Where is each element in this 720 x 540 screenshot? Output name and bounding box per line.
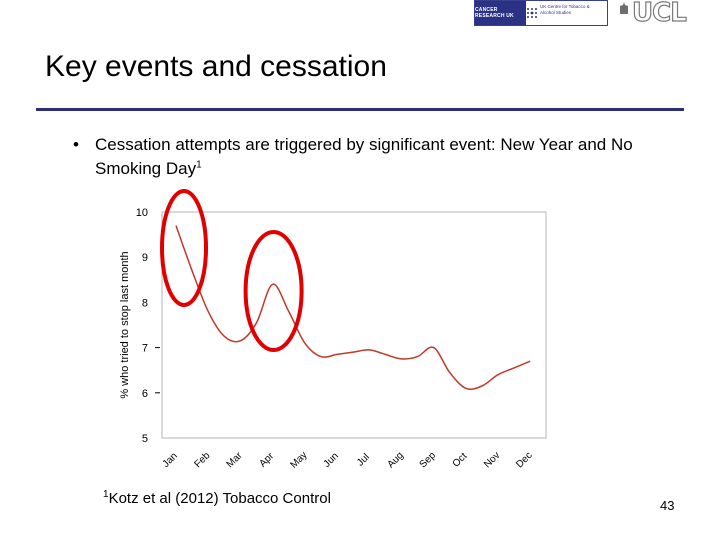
chart-annotations [160, 189, 304, 352]
x-tick-label: Sep [418, 450, 439, 471]
partner-logo: CANCER RESEARCH UK UK Centre for Tobacco… [474, 0, 608, 26]
footnote-superscript: 1 [103, 489, 109, 500]
y-tick-label: 8 [142, 297, 148, 309]
x-tick-label: May [288, 450, 309, 471]
page-number: 43 [660, 498, 675, 513]
x-tick-label: Dec [514, 450, 534, 470]
y-tick-label: 6 [142, 388, 148, 400]
x-tick-label: Jan [161, 451, 180, 470]
dots-logo-icon [526, 1, 538, 25]
chart-axes: 5 6 7 8 9 10 Jan Feb Mar Apr May Jun Jul Aug Sep Oct Nov… [136, 207, 547, 471]
chart-series [175, 225, 531, 390]
title-divider [36, 108, 684, 111]
ucl-dome-icon [620, 2, 628, 14]
x-tick-label: Jul [355, 452, 372, 469]
x-tick-label: Oct [451, 451, 470, 470]
plot-area-frame [161, 211, 547, 439]
bullet-text-content: Cessation attempts are triggered by sign… [95, 135, 633, 178]
ucl-logo: UCL [631, 0, 687, 29]
y-tick-label: 7 [142, 343, 148, 355]
x-tick-label: Jun [322, 451, 341, 470]
x-tick-label: Aug [385, 450, 405, 470]
cruk-logo: CANCER RESEARCH UK [475, 1, 526, 25]
x-tick-label: Apr [257, 450, 276, 469]
header-logos: CANCER RESEARCH UK UK Centre for Tobacco… [474, 0, 720, 29]
y-axis-label: % who tried to stop last month [119, 251, 131, 398]
x-tick-label: Nov [482, 450, 502, 470]
footnote-text: Kotz et al (2012) Tobacco Control [108, 490, 331, 507]
bullet-text: Cessation attempts are triggered by sign… [95, 133, 663, 181]
y-tick-label: 5 [142, 433, 148, 445]
footnote: 1Kotz et al (2012) Tobacco Control [103, 489, 331, 508]
highlight-ellipse-apr [243, 230, 304, 352]
y-tick-label: 9 [142, 252, 148, 264]
x-tick-label: Feb [192, 450, 212, 470]
series-line [175, 225, 531, 390]
slide-title: Key events and cessation [45, 50, 387, 83]
partner-logo-text: UK Centre for Tobacco & Alcohol Studies [539, 4, 590, 15]
bullet-dot-icon: • [73, 135, 79, 154]
highlight-ellipse-jan [160, 189, 208, 307]
x-tick-label: Mar [225, 450, 245, 470]
y-tick-label: 10 [136, 207, 148, 219]
bullet-superscript: 1 [196, 159, 202, 171]
